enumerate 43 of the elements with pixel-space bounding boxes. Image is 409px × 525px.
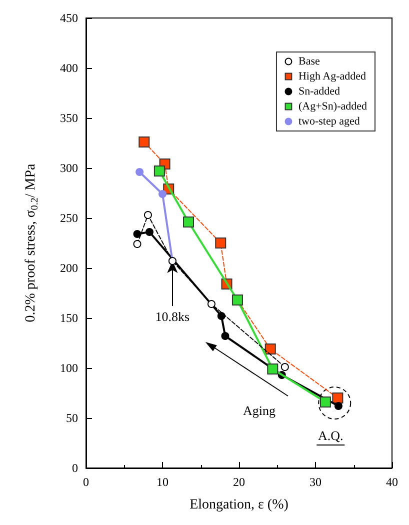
x-axis-title: Elongation, ε (%) (190, 498, 289, 512)
point (136, 168, 144, 176)
annotation: A.Q. (318, 428, 344, 443)
point (320, 396, 331, 408)
y-tick-label: 50 (66, 411, 78, 425)
point (144, 211, 152, 219)
point (280, 363, 289, 371)
annotation: 10.8ks (155, 309, 190, 324)
y-tick-label: 0 (72, 461, 78, 475)
point (217, 312, 226, 320)
y-tick-label: 350 (60, 111, 78, 125)
x-tick-label: 10 (156, 475, 168, 489)
y-tick-label: 400 (60, 61, 78, 75)
point (133, 230, 142, 238)
x-tick-label: 30 (310, 475, 322, 489)
point (207, 300, 216, 308)
legend-label: two-step aged (298, 116, 360, 128)
point (133, 240, 142, 248)
annotation: Aging (242, 403, 276, 418)
point (158, 190, 166, 198)
y-tick-label: 200 (60, 261, 78, 275)
legend-label: Base (298, 56, 320, 68)
x-tick-label: 40 (386, 475, 398, 489)
y-axis-title: 0.2% proof stress, σ0.2/ MPa (24, 162, 40, 322)
legend-label: (Ag+Sn)-added (298, 100, 368, 112)
point (146, 228, 154, 236)
y-tick-label: 100 (60, 361, 78, 375)
point (267, 364, 278, 374)
x-tick-label: 20 (233, 475, 245, 489)
y-tick-label: 300 (60, 161, 78, 175)
point (264, 344, 276, 354)
x-tick-label: 0 (83, 475, 89, 489)
point (215, 238, 226, 248)
point (183, 216, 194, 228)
point (138, 136, 150, 148)
legend-label: Sn-added (298, 86, 341, 98)
point (232, 294, 243, 306)
y-tick-label: 450 (60, 11, 78, 25)
point (154, 166, 165, 176)
y-tick-label: 250 (60, 211, 78, 225)
point (221, 332, 230, 340)
y-tick-label: 150 (60, 311, 78, 325)
legend-label: High Ag-added (298, 70, 366, 82)
